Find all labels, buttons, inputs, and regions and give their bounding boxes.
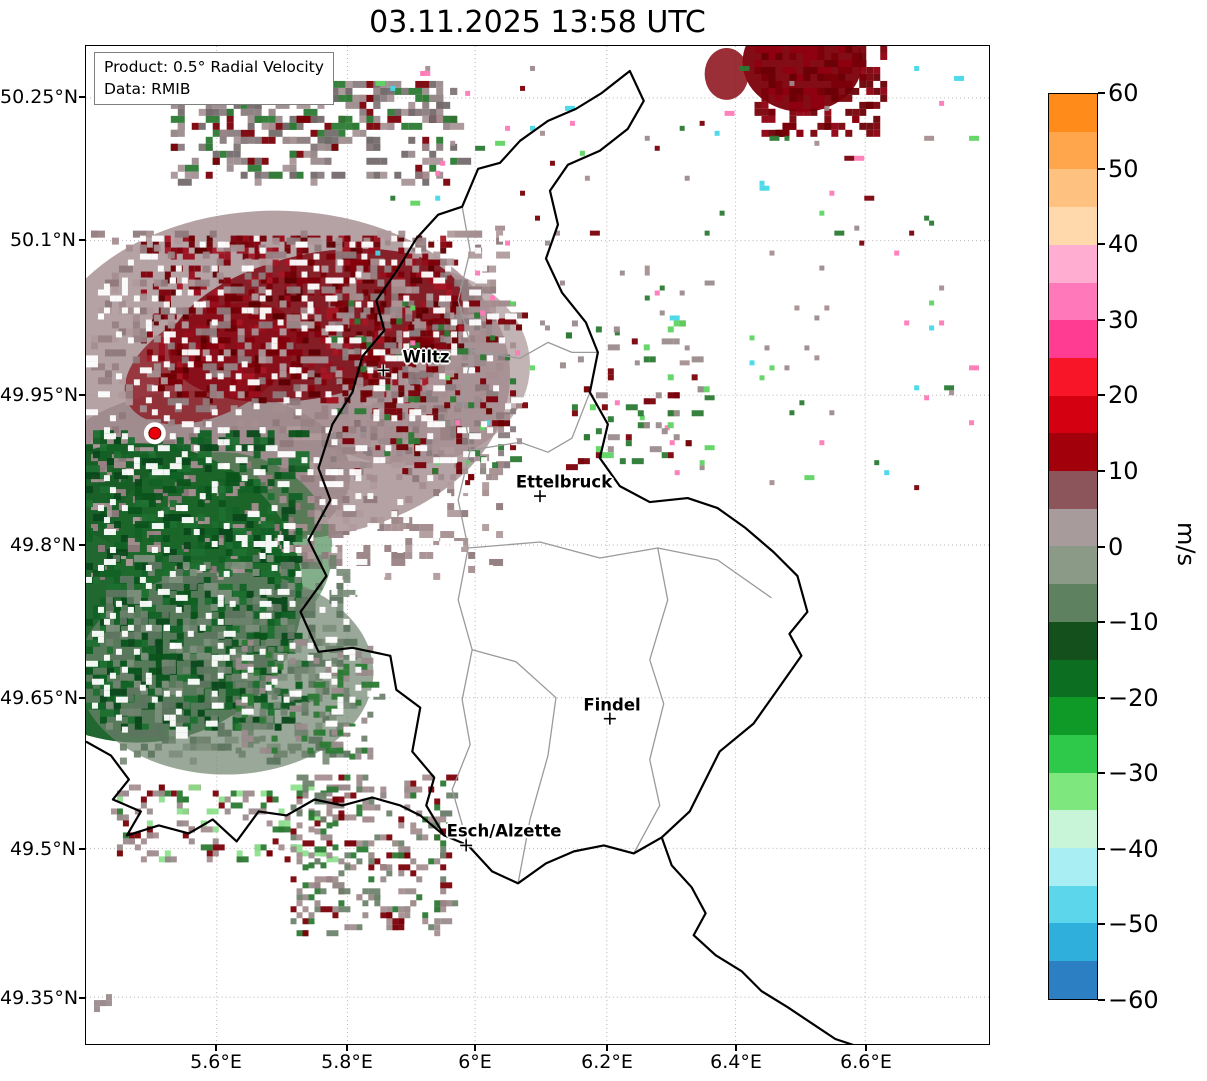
lat-tickmark-4 <box>79 697 85 699</box>
radar-echo-pixels <box>86 46 980 1013</box>
lat-tick-label-0: 50.25°N <box>0 86 79 108</box>
district-borders <box>451 206 772 884</box>
lat-tick-label-1: 50.1°N <box>9 229 76 251</box>
colorbar-tick-label-7: −10 <box>1108 608 1159 637</box>
lat-tick-label-3: 49.8°N <box>9 534 76 556</box>
colorbar-band-11 <box>1049 508 1097 547</box>
grid-lines <box>86 46 989 1044</box>
colorbar-band-16 <box>1049 697 1097 735</box>
colorbar-tick-label-8: −20 <box>1108 683 1159 712</box>
lat-tickmark-5 <box>79 848 85 850</box>
lat-tick-label-4: 49.65°N <box>0 687 79 709</box>
colorbar-tick-label-3: 30 <box>1108 305 1139 334</box>
colorbar-tickmark-5 <box>1098 469 1105 472</box>
colorbar-tick-label-11: −50 <box>1108 910 1159 939</box>
colorbar-tick-label-6: 0 <box>1108 532 1124 561</box>
colorbar-band-22 <box>1049 923 1097 962</box>
colorbar-band-12 <box>1049 546 1097 585</box>
colorbar-tickmark-6 <box>1098 545 1105 548</box>
colorbar-band-17 <box>1049 734 1097 773</box>
lon-tickmark-1 <box>346 1045 348 1051</box>
lon-tick-label-0: 5.6°E <box>190 1051 242 1073</box>
colorbar-band-18 <box>1049 772 1097 811</box>
lat-tickmark-1 <box>79 239 85 241</box>
map-plot: Product: 0.5° Radial Velocity Data: RMIB… <box>85 45 990 1045</box>
colorbar-band-0 <box>1049 94 1097 132</box>
product-label: Product: 0.5° Radial Velocity <box>104 58 324 76</box>
city-label-findel: Findel <box>583 695 641 715</box>
lon-tickmark-5 <box>865 1045 867 1051</box>
lon-tick-label-2: 6°E <box>458 1051 492 1073</box>
colorbar-band-7 <box>1049 357 1097 396</box>
colorbar-tick-label-0: 60 <box>1108 79 1139 107</box>
colorbar-band-3 <box>1049 207 1097 245</box>
timestamp-title: 03.11.2025 13:58 UTC <box>369 5 706 40</box>
colorbar-band-2 <box>1049 169 1097 208</box>
colorbar-band-19 <box>1049 810 1097 849</box>
colorbar-band-10 <box>1049 471 1097 509</box>
lon-tickmark-2 <box>474 1045 476 1051</box>
colorbar-band-15 <box>1049 659 1097 698</box>
city-label-wiltz: Wiltz <box>402 347 450 367</box>
lat-tick-label-5: 49.5°N <box>9 838 76 860</box>
product-info-box: Product: 0.5° Radial Velocity Data: RMIB <box>94 52 334 106</box>
lon-tickmark-4 <box>735 1045 737 1051</box>
lon-tickmark-0 <box>215 1045 217 1051</box>
lon-tickmark-3 <box>606 1045 608 1051</box>
colorbar-tick-label-1: 50 <box>1108 154 1139 183</box>
colorbar-band-20 <box>1049 848 1097 886</box>
colorbar-tickmark-8 <box>1098 696 1105 699</box>
colorbar-tickmark-1 <box>1098 167 1105 170</box>
lon-tick-label-3: 6.2°E <box>581 1051 633 1073</box>
colorbar-band-5 <box>1049 282 1097 321</box>
colorbar-tick-label-10: −40 <box>1108 834 1159 863</box>
lat-tick-label-6: 49.35°N <box>0 987 79 1009</box>
colorbar-unit-label: m/s <box>1172 522 1200 566</box>
colorbar-tick-label-5: 10 <box>1108 456 1139 485</box>
colorbar-band-6 <box>1049 320 1097 358</box>
colorbar-tickmark-9 <box>1098 772 1105 775</box>
country-borders <box>86 69 854 1044</box>
lat-tickmark-6 <box>79 997 85 999</box>
radar-site-marker <box>143 422 166 445</box>
lat-tickmark-3 <box>79 544 85 546</box>
colorbar-tick-label-2: 40 <box>1108 230 1139 259</box>
colorbar-tickmark-4 <box>1098 394 1105 397</box>
colorbar-band-4 <box>1049 244 1097 283</box>
colorbar-tickmark-2 <box>1098 243 1105 246</box>
data-source-label: Data: RMIB <box>104 79 191 98</box>
lat-tickmark-0 <box>79 96 85 98</box>
colorbar-band-21 <box>1049 885 1097 924</box>
colorbar-band-1 <box>1049 131 1097 170</box>
colorbar-tick-label-12: −60 <box>1108 986 1159 1014</box>
colorbar-tickmark-0 <box>1098 92 1105 94</box>
colorbar-tick-label-9: −30 <box>1108 759 1159 788</box>
lon-tick-label-1: 5.8°E <box>321 1051 373 1073</box>
velocity-colorbar <box>1048 93 1098 1000</box>
colorbar-tickmark-7 <box>1098 621 1105 624</box>
lat-tick-label-2: 49.95°N <box>0 384 79 406</box>
colorbar-tick-label-4: 20 <box>1108 381 1139 410</box>
colorbar-band-14 <box>1049 621 1097 660</box>
colorbar-band-13 <box>1049 584 1097 622</box>
radar-map-svg <box>86 46 989 1044</box>
colorbar-band-8 <box>1049 395 1097 434</box>
lat-tickmark-2 <box>79 394 85 396</box>
lon-tick-label-4: 6.4°E <box>710 1051 762 1073</box>
colorbar-tickmark-12 <box>1098 999 1105 1001</box>
city-label-esch-alzette: Esch/Alzette <box>446 821 562 841</box>
colorbar-band-9 <box>1049 433 1097 472</box>
colorbar-tickmark-10 <box>1098 847 1105 850</box>
city-markers <box>377 364 616 852</box>
city-label-ettelbruck: Ettelbruck <box>515 472 613 492</box>
lon-tick-label-5: 6.6°E <box>840 1051 892 1073</box>
colorbar-tickmark-11 <box>1098 923 1105 926</box>
colorbar-band-23 <box>1049 961 1097 999</box>
colorbar-tickmark-3 <box>1098 318 1105 321</box>
